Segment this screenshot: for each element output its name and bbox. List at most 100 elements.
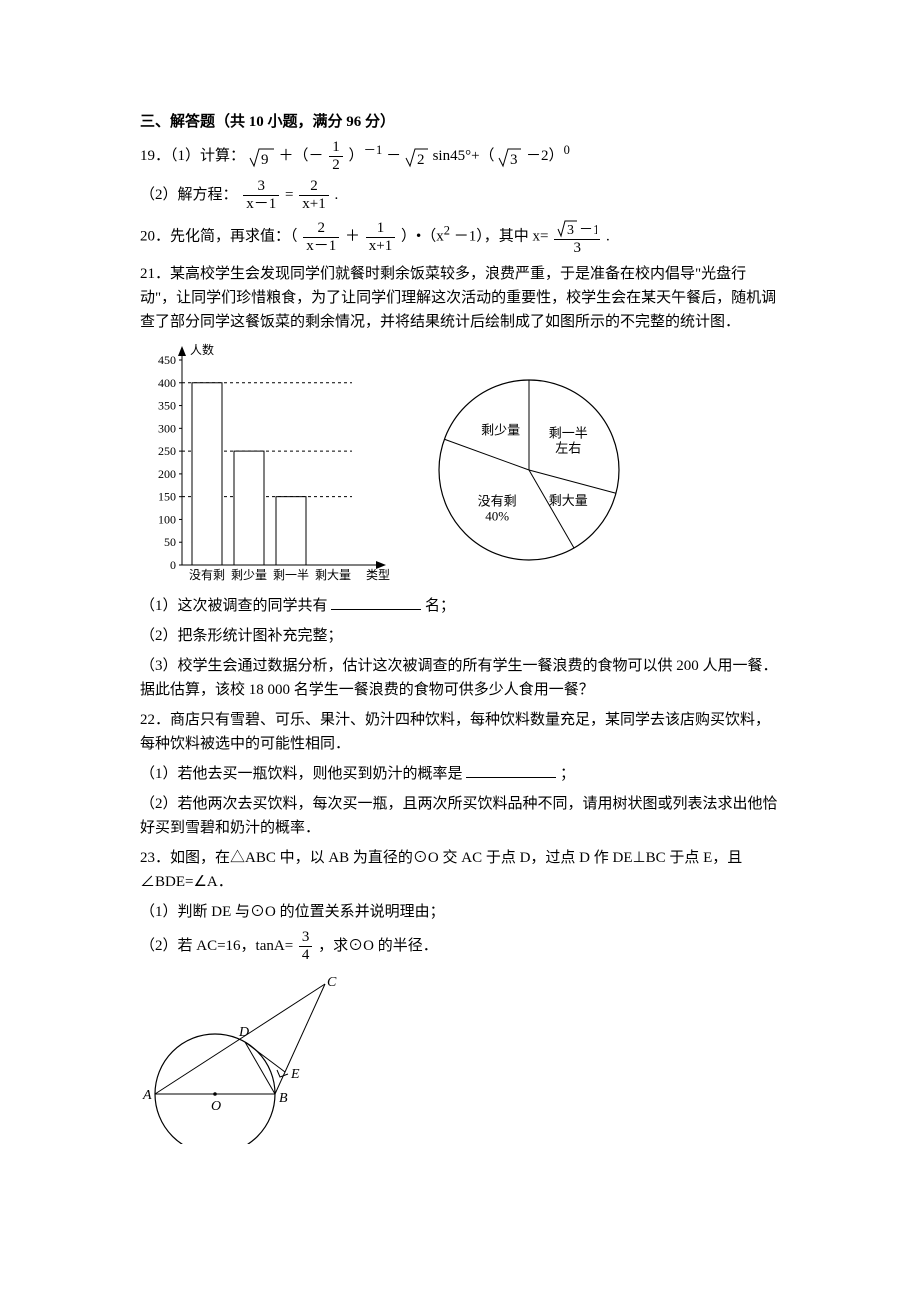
sqrt9-val: 9 <box>261 152 269 168</box>
charts-row: 050100150200250300350400450没有剩剩少量剩一半剩大量人… <box>140 340 780 590</box>
svg-text:C: C <box>327 975 337 990</box>
q22-sub1-a: （1）若他去买一瓶饮料，则他买到奶汁的概率是 <box>140 766 463 782</box>
svg-text:E: E <box>290 1067 300 1082</box>
svg-text:300: 300 <box>158 421 176 435</box>
frac-den: x－1 <box>303 238 339 254</box>
period: . <box>334 187 338 203</box>
frac-den: x－1 <box>243 196 279 212</box>
svg-text:450: 450 <box>158 353 176 367</box>
sup2: 2 <box>444 224 450 238</box>
svg-text:剩大量: 剩大量 <box>315 568 351 582</box>
svg-text:D: D <box>238 1025 249 1040</box>
sqrt-icon: 2 <box>405 146 429 168</box>
fraction: 2 x－1 <box>303 221 339 254</box>
svg-text:－1: －1 <box>579 223 597 238</box>
section-title: 三、解答题（共 10 小题，满分 96 分） <box>140 110 780 134</box>
svg-text:没有剩: 没有剩 <box>189 567 225 582</box>
svg-text:2: 2 <box>417 152 425 168</box>
frac-num: 3 <box>243 179 279 196</box>
question-19-part2: （2）解方程： 3 x－1 = 2 x+1 . <box>140 179 780 212</box>
svg-text:没有剩: 没有剩 <box>477 493 516 508</box>
frac-num: 2 <box>299 179 328 196</box>
period: . <box>606 229 610 245</box>
frac-den: 2 <box>329 157 343 173</box>
fraction-half: 1 2 <box>329 140 343 173</box>
svg-text:剩一半: 剩一半 <box>273 568 309 582</box>
q19-plus1: ＋（－ <box>279 148 324 164</box>
frac-den: 4 <box>299 947 313 963</box>
svg-text:O: O <box>211 1099 221 1114</box>
q19-part1-prefix: 19．（1）计算： <box>140 148 245 164</box>
svg-text:150: 150 <box>158 490 176 504</box>
svg-text:类型: 类型 <box>366 568 390 582</box>
pie-chart: 剩一半左右剩大量 没有剩40% 剩少量 <box>414 360 644 590</box>
svg-text:50: 50 <box>164 535 176 549</box>
frac-num: 1 <box>366 221 395 238</box>
svg-text:3: 3 <box>510 152 518 168</box>
svg-text:400: 400 <box>158 376 176 390</box>
blank-field[interactable] <box>331 594 421 610</box>
frac-num: 3 <box>299 930 313 947</box>
fraction: 2 x+1 <box>299 179 328 212</box>
q20-minus1: －1），其中 x= <box>454 229 549 245</box>
q19-exp: ） <box>349 148 364 164</box>
q20-prefix: 20．先化简，再求值：（ <box>140 229 298 245</box>
q19-sin45: sin45°+（ <box>433 148 495 164</box>
question-19: 19．（1）计算： 9 ＋（－ 1 2 ）－1 － 2 sin45°+（ 3 －… <box>140 140 780 173</box>
svg-text:剩大量: 剩大量 <box>549 493 588 508</box>
q22-sub1: （1）若他去买一瓶饮料，则他买到奶汁的概率是 ； <box>140 762 780 786</box>
frac-num: 3 －1 <box>554 218 600 240</box>
sqrt-icon: 3 <box>498 146 522 168</box>
question-21: 21．某高校学生会发现同学们就餐时剩余饭菜较多，浪费严重，于是准备在校内倡导"光… <box>140 262 780 334</box>
q21-sub2: （2）把条形统计图补充完整； <box>140 624 780 648</box>
svg-text:350: 350 <box>158 399 176 413</box>
q19-minus2: －2） <box>526 148 564 164</box>
bar-chart: 0 50 100 150 200 250 300 350 400 450 没有剩剩少量剩一半剩大量 人… <box>140 340 390 590</box>
svg-text:剩少量: 剩少量 <box>231 568 267 582</box>
frac-num: 1 <box>329 140 343 157</box>
blank-field[interactable] <box>466 762 556 778</box>
q22-sub2: （2）若他两次去买饮料，每次买一瓶，且两次所买饮料品种不同，请用树状图或列表法求… <box>140 792 780 840</box>
sup-0: 0 <box>564 143 570 157</box>
svg-text:40%: 40% <box>485 508 509 523</box>
svg-text:人数: 人数 <box>190 342 214 357</box>
svg-text:B: B <box>279 1091 288 1106</box>
q23-sub2: （2）若 AC=16，tanA= 3 4 ，求⊙O 的半径． <box>140 930 780 963</box>
q21-sub1-b: 名； <box>425 598 455 614</box>
plus: ＋ <box>345 229 360 245</box>
q20-mid: ）•（x <box>401 229 444 245</box>
q19-minus: － <box>386 148 401 164</box>
svg-text:200: 200 <box>158 467 176 481</box>
frac-den: x+1 <box>299 196 328 212</box>
frac-num: 2 <box>303 221 339 238</box>
eq: = <box>285 187 293 203</box>
q23-sub2-b: ，求⊙O 的半径． <box>318 938 438 954</box>
q22-sub1-b: ； <box>560 766 575 782</box>
svg-text:0: 0 <box>170 558 176 572</box>
q23-sub1: （1）判断 DE 与⊙O 的位置关系并说明理由； <box>140 900 780 924</box>
svg-text:A: A <box>142 1088 152 1103</box>
q23-sub2-a: （2）若 AC=16，tanA= <box>140 938 293 954</box>
q21-sub1: （1）这次被调查的同学共有 名； <box>140 594 780 618</box>
sup-neg1: －1 <box>364 143 383 157</box>
q19-p2-prefix: （2）解方程： <box>140 187 238 203</box>
q21-sub3: （3）校学生会通过数据分析，估计这次被调查的所有学生一餐浪费的食物可以供 200… <box>140 654 780 702</box>
sqrt-icon: 9 <box>249 146 275 168</box>
frac-den: x+1 <box>366 238 395 254</box>
svg-text:3: 3 <box>567 223 574 238</box>
svg-text:剩少量: 剩少量 <box>481 423 520 438</box>
fraction: 3 －1 3 <box>554 218 600 256</box>
frac-den: 3 <box>554 240 600 256</box>
q21-sub1-a: （1）这次被调查的同学共有 <box>140 598 328 614</box>
svg-text:剩一半: 剩一半 <box>549 425 588 440</box>
fraction: 1 x+1 <box>366 221 395 254</box>
question-23: 23．如图，在△ABC 中，以 AB 为直径的⊙O 交 AC 于点 D，过点 D… <box>140 846 780 894</box>
fraction: 3 4 <box>299 930 313 963</box>
svg-text:250: 250 <box>158 444 176 458</box>
fraction: 3 x－1 <box>243 179 279 212</box>
geometry-figure: A B O C D E <box>140 969 350 1144</box>
svg-text:左右: 左右 <box>555 440 581 455</box>
svg-text:100: 100 <box>158 513 176 527</box>
question-20: 20．先化简，再求值：（ 2 x－1 ＋ 1 x+1 ）•（x2 －1），其中 … <box>140 218 780 256</box>
question-22: 22．商店只有雪碧、可乐、果汁、奶汁四种饮料，每种饮料数量充足，某同学去该店购买… <box>140 708 780 756</box>
